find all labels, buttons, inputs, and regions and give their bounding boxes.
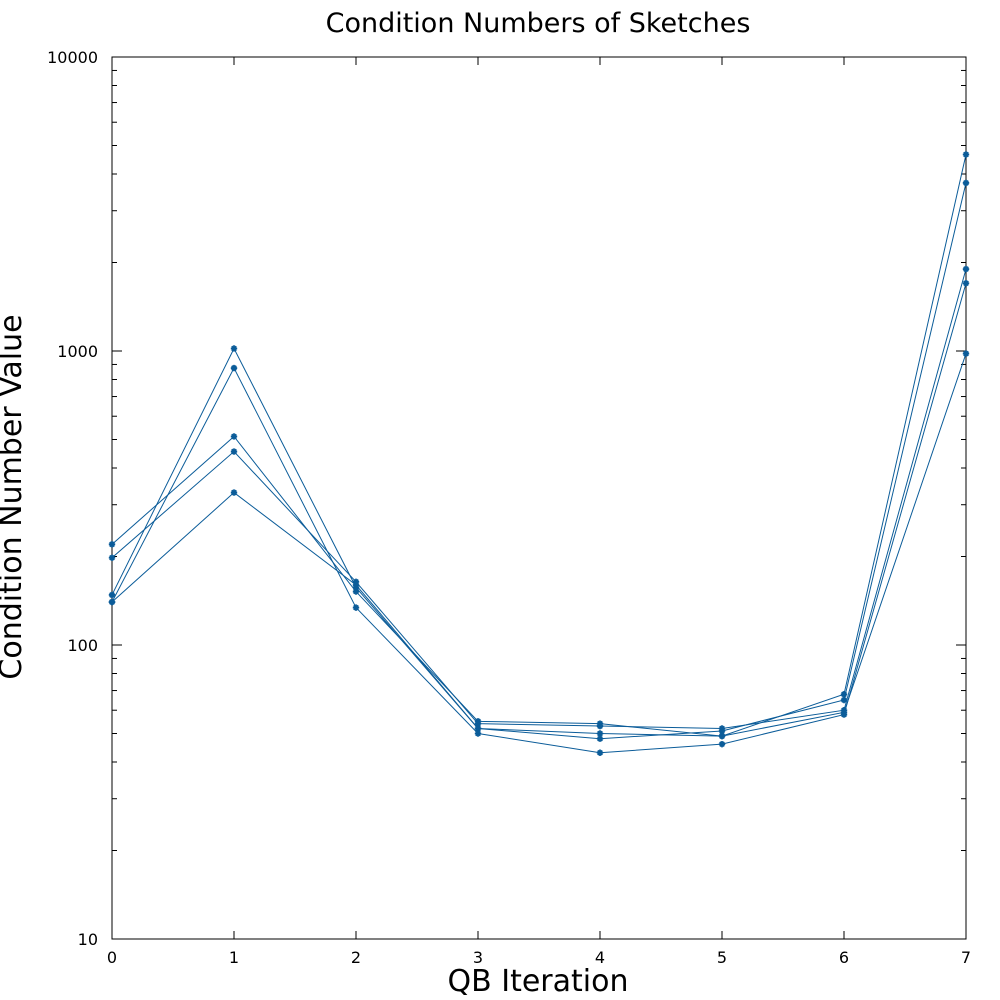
x-tick-label: 5	[717, 948, 727, 967]
data-point	[352, 588, 360, 595]
series-4	[108, 280, 970, 756]
data-point	[108, 591, 116, 599]
data-point	[230, 364, 238, 372]
data-point	[596, 749, 604, 756]
series-5	[108, 350, 970, 740]
series-layer	[108, 151, 970, 756]
series-line	[111, 182, 967, 740]
y-tick-label: 100	[67, 636, 98, 655]
y-tick-label: 10	[78, 930, 98, 949]
series-line	[111, 154, 967, 737]
x-tick-label: 4	[595, 948, 605, 967]
data-point	[718, 740, 726, 748]
data-point	[718, 732, 726, 740]
y-tick-label: 1000	[57, 342, 98, 361]
data-point	[352, 604, 360, 611]
series-line	[111, 283, 967, 754]
data-point	[230, 345, 238, 352]
data-point	[352, 581, 360, 589]
data-point	[474, 720, 482, 727]
x-tick-label: 6	[839, 948, 849, 967]
series-3	[108, 265, 970, 732]
data-point	[962, 350, 970, 357]
x-tick-label: 7	[961, 948, 971, 967]
x-tick-label: 3	[473, 948, 483, 967]
data-point	[108, 598, 116, 606]
data-point	[840, 709, 848, 716]
data-point	[840, 696, 848, 704]
data-point	[962, 151, 970, 158]
y-tick-label: 10000	[47, 48, 98, 67]
data-point	[962, 280, 970, 287]
data-point	[962, 265, 970, 273]
x-tick-label: 0	[107, 948, 117, 967]
data-point	[718, 725, 726, 732]
x-tick-label: 2	[351, 948, 361, 967]
x-axis-label: QB Iteration	[448, 964, 629, 999]
plot-frame	[111, 56, 967, 940]
series-1	[108, 151, 970, 740]
data-point	[230, 433, 238, 440]
series-2	[108, 179, 970, 742]
data-point	[474, 730, 482, 737]
series-line	[111, 353, 967, 737]
data-point	[108, 554, 116, 561]
y-axis-label: Condition Number Value	[0, 314, 29, 679]
data-point	[840, 691, 848, 698]
data-point	[108, 541, 116, 548]
series-line	[111, 268, 967, 730]
data-point	[474, 725, 482, 732]
data-point	[230, 489, 238, 496]
data-point	[962, 179, 970, 187]
x-tick-label: 1	[229, 948, 239, 967]
chart-title: Condition Numbers of Sketches	[326, 8, 751, 39]
data-point	[596, 730, 604, 737]
data-point	[596, 735, 604, 742]
data-point	[596, 722, 604, 730]
axes: 0 1 2 3 4 5 6 7 10 100 1000 10000	[47, 48, 971, 967]
data-point	[230, 448, 238, 455]
